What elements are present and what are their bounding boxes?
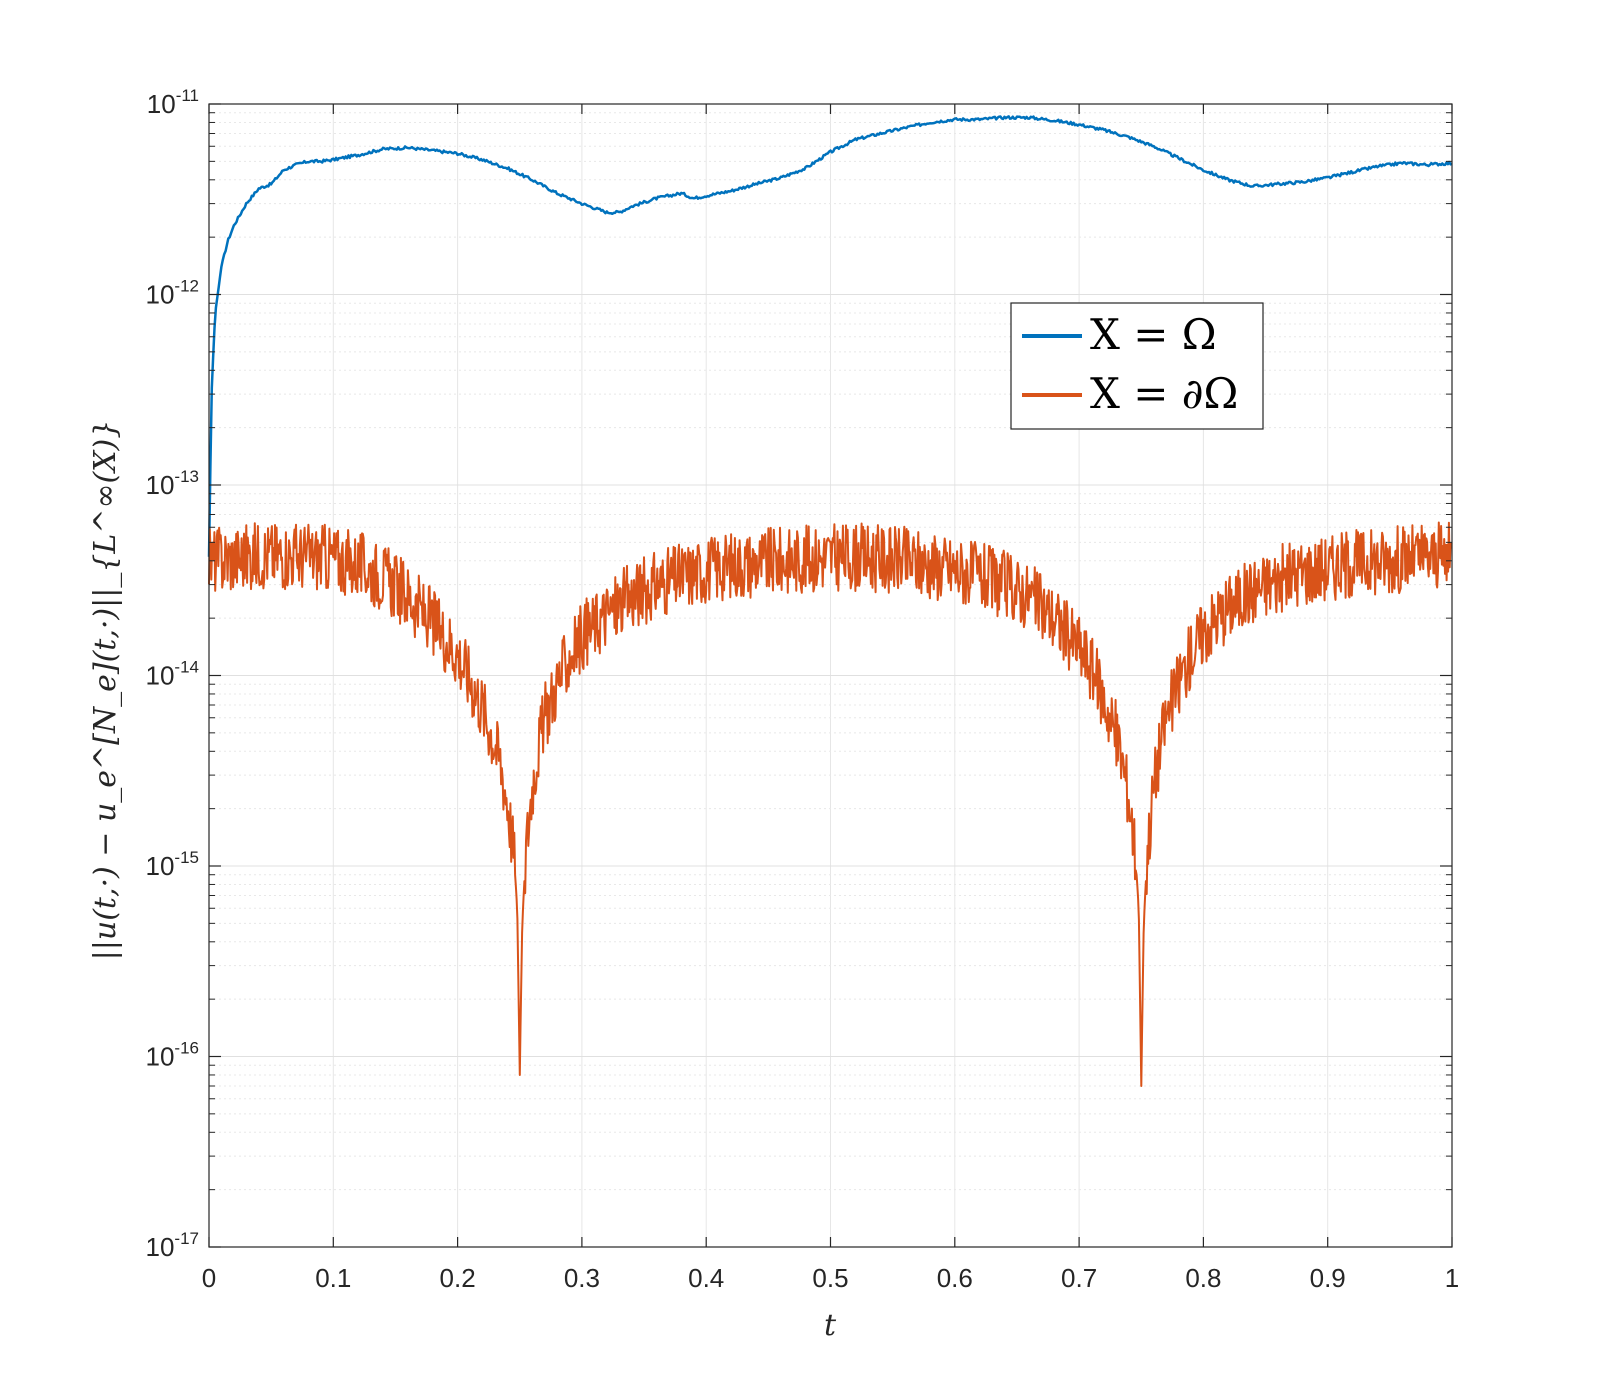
y-tick-labels: 10-11 10-12 10-13 10-14 10-15 10-16 10-17 xyxy=(146,86,200,1262)
x-tick-label: 0.1 xyxy=(315,1263,351,1293)
axis-ticks xyxy=(208,103,1453,1248)
x-tick-label: 0.4 xyxy=(688,1263,724,1293)
series-line-0 xyxy=(207,115,1453,557)
y-tick-label: 10-16 xyxy=(146,1039,200,1072)
grid-lines xyxy=(208,103,1453,1248)
y-axis-label: ||u(t,·) − u_e^[N_e](t,·)||_{L^∞(X)} xyxy=(88,420,123,961)
y-tick-label: 10-11 xyxy=(147,86,199,119)
y-tick-label: 10-14 xyxy=(146,658,200,691)
x-tick-label: 0.7 xyxy=(1061,1263,1097,1293)
legend: X = Ω X = ∂Ω xyxy=(1010,302,1264,430)
legend-label-boundary: X = ∂Ω xyxy=(1090,369,1238,418)
y-tick-label: 10-17 xyxy=(146,1229,200,1262)
x-axis-label: t xyxy=(824,1308,837,1343)
x-tick-labels: 0 0.1 0.2 0.3 0.4 0.5 0.6 0.7 0.8 0.9 1 xyxy=(202,1263,1459,1293)
x-tick-label: 0.8 xyxy=(1185,1263,1221,1293)
x-tick-label: 0.6 xyxy=(937,1263,973,1293)
legend-label-omega: X = Ω xyxy=(1090,310,1217,359)
x-tick-label: 0.5 xyxy=(812,1263,848,1293)
y-tick-label: 10-13 xyxy=(146,467,200,500)
x-tick-label: 0.3 xyxy=(564,1263,600,1293)
y-tick-label: 10-15 xyxy=(146,848,200,881)
series-layer xyxy=(207,115,1453,1087)
x-tick-label: 0.2 xyxy=(440,1263,476,1293)
x-tick-label: 1 xyxy=(1445,1263,1459,1293)
x-tick-label: 0 xyxy=(202,1263,216,1293)
series-line-1 xyxy=(208,521,1453,1087)
legend-box xyxy=(1010,302,1264,430)
x-tick-label: 0.9 xyxy=(1310,1263,1346,1293)
y-tick-label: 10-12 xyxy=(146,277,200,310)
